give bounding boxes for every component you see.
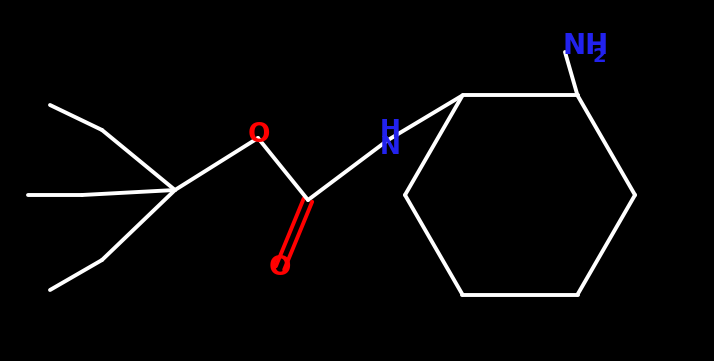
Text: H: H: [380, 118, 401, 142]
Text: 2: 2: [593, 48, 606, 66]
Text: N: N: [380, 135, 401, 158]
Text: O: O: [248, 122, 271, 148]
Text: NH: NH: [563, 32, 609, 60]
Text: O: O: [268, 255, 291, 281]
